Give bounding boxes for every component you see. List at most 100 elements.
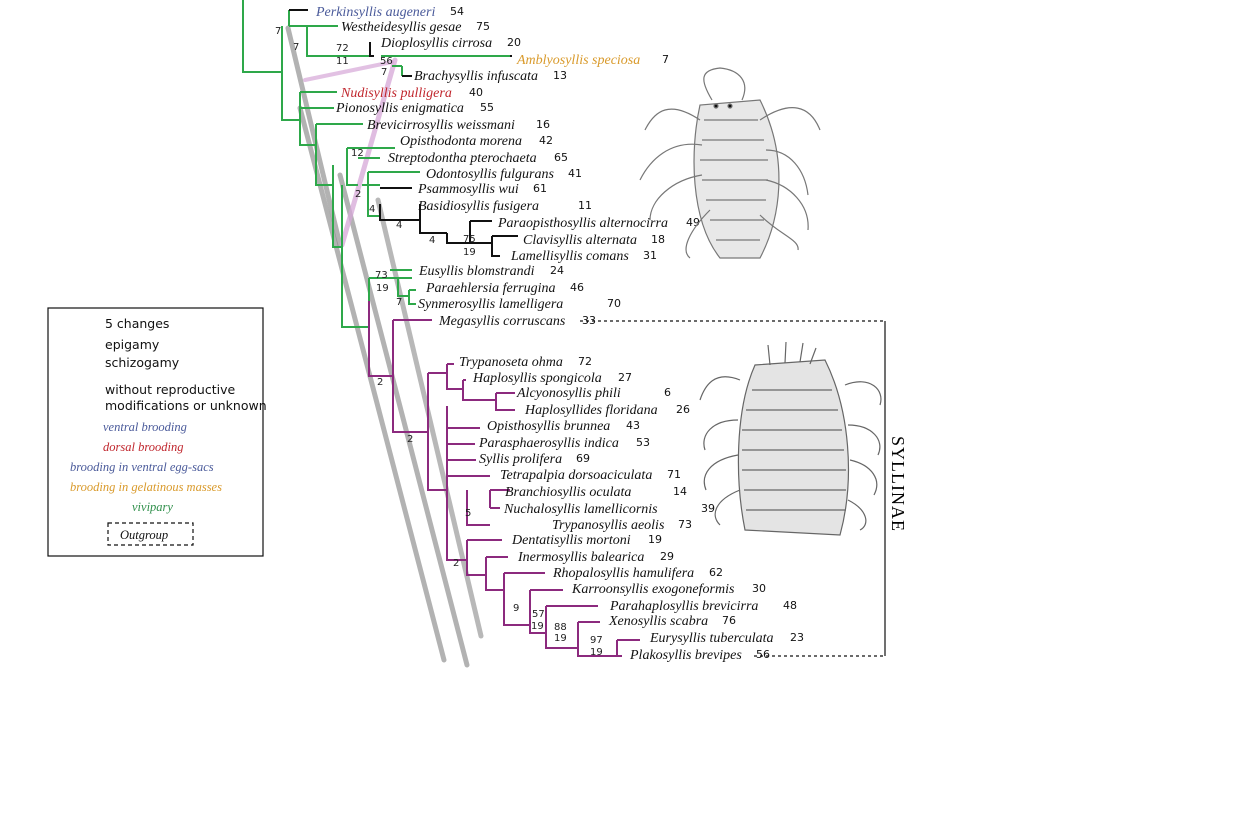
taxon-name: Branchiosyllis oculata <box>505 485 631 500</box>
taxon-name: Tetrapalpia dorsoaciculata <box>500 468 652 483</box>
legend-dorsal-brooding: dorsal brooding <box>103 440 183 454</box>
taxon-number: 27 <box>618 371 632 384</box>
worm-illustration-top <box>639 67 821 259</box>
taxon-number: 42 <box>539 134 553 147</box>
taxon-name: Basidiosyllis fusigera <box>418 199 539 214</box>
taxon-number: 19 <box>648 533 662 546</box>
taxon-number: 39 <box>701 502 715 515</box>
taxon-number: 14 <box>673 485 687 498</box>
legend-vivipary: vivipary <box>132 500 173 514</box>
taxon-number: 29 <box>660 550 674 563</box>
taxon-name: Paraopisthosyllis alternocirra <box>497 216 668 231</box>
support-value: 4 <box>396 220 402 231</box>
taxon-name: Syllis prolifera <box>479 452 562 467</box>
taxon-name: Karroonsyllis exogoneformis <box>571 582 735 597</box>
taxon-number: 62 <box>709 566 723 579</box>
support-value: 7 <box>275 26 281 37</box>
taxon-number: 16 <box>536 118 550 131</box>
support-value: 4 <box>429 235 435 246</box>
support-value: 9 <box>513 603 519 614</box>
taxon-name: Eusyllis blomstrandi <box>418 264 535 279</box>
legend-gelatinous: brooding in gelatinous masses <box>70 480 222 494</box>
taxon-number: 76 <box>722 614 736 627</box>
taxon-number: 40 <box>469 86 483 99</box>
taxon-name: Parahaplosyllis brevicirra <box>609 599 758 614</box>
taxon-name: Synmerosyllis lamelligera <box>418 297 563 312</box>
taxon-name: Trypanoseta ohma <box>459 355 563 370</box>
support-value: 19 <box>531 621 544 632</box>
legend-unknown-2: modifications or unknown <box>105 398 267 413</box>
taxon-number: 71 <box>667 468 681 481</box>
support-value: 97 <box>590 635 603 646</box>
taxon-number: 70 <box>607 297 621 310</box>
taxon-number: 6 <box>664 386 671 399</box>
taxon-name: Alcyonosyllis phili <box>516 386 621 401</box>
taxon-number: 75 <box>476 20 490 33</box>
taxon-number: 54 <box>450 5 464 18</box>
support-value: 2 <box>453 558 459 569</box>
taxon-name: Nuchalosyllis lamellicornis <box>503 502 658 517</box>
support-value: 19 <box>376 283 389 294</box>
taxon-name: Perkinsyllis augeneri <box>315 5 435 20</box>
support-value: 73 <box>375 270 388 281</box>
taxon-name: Psammosyllis wui <box>417 182 519 197</box>
taxon-number: 46 <box>570 281 584 294</box>
support-value: 11 <box>336 56 349 67</box>
taxon-name: Haplosyllides floridana <box>524 403 658 418</box>
taxon-name: Opisthodonta morena <box>400 134 522 149</box>
support-value: 12 <box>351 148 364 159</box>
taxon-name: Trypanosyllis aeolis <box>552 518 665 533</box>
taxon-number: 26 <box>676 403 690 416</box>
taxon-number: 56 <box>756 648 770 661</box>
support-value: 57 <box>532 609 545 620</box>
support-value: 5 <box>465 508 471 519</box>
taxon-name: Dioplosyllis cirrosa <box>380 36 492 51</box>
taxon-number: 7 <box>662 53 669 66</box>
support-value: 7 <box>396 297 402 308</box>
taxon-number: 30 <box>752 582 766 595</box>
taxon-name: Parasphaerosyllis indica <box>478 436 619 451</box>
taxon-number: 73 <box>678 518 692 531</box>
taxon-name: Plakosyllis brevipes <box>629 648 742 663</box>
taxon-number: 69 <box>576 452 590 465</box>
legend-schizogamy: schizogamy <box>105 355 180 370</box>
taxon-name: Dentatisyllis mortoni <box>511 533 631 548</box>
legend-unknown-1: without reproductive <box>105 382 235 397</box>
taxon-name: Pionosyllis enigmatica <box>335 101 464 116</box>
support-value: 19 <box>554 633 567 644</box>
taxon-name: Opisthosyllis brunnea <box>487 419 610 434</box>
taxon-name: Haplosyllis spongicola <box>472 371 602 386</box>
taxon-name: Xenosyllis scabra <box>608 614 708 629</box>
taxon-name: Inermosyllis balearica <box>517 550 644 565</box>
taxon-number: 43 <box>626 419 640 432</box>
taxon-name: Odontosyllis fulgurans <box>426 167 555 182</box>
taxon-name: Megasyllis corruscans <box>438 314 566 329</box>
legend-epigamy: epigamy <box>105 337 160 352</box>
taxon-number: 20 <box>507 36 521 49</box>
legend-outgroup-box <box>107 522 194 546</box>
taxon-number: 24 <box>550 264 564 277</box>
legend-changes: 5 changes <box>105 316 169 331</box>
worm-illustration-bottom <box>699 341 882 536</box>
taxon-number: 48 <box>783 599 797 612</box>
taxon-name: Nudisyllis pulligera <box>340 86 452 101</box>
taxon-number: 53 <box>636 436 650 449</box>
taxon-name: Streptodontha pterochaeta <box>388 151 537 166</box>
change-bands <box>285 25 484 668</box>
support-value: 72 <box>336 43 349 54</box>
syllinae-bracket <box>580 320 885 657</box>
support-value: 2 <box>377 377 383 388</box>
taxon-name: Paraehlersia ferrugina <box>425 281 556 296</box>
support-value: 19 <box>590 647 603 658</box>
epigamy-branches <box>242 0 510 328</box>
support-value: 56 <box>380 56 393 67</box>
taxon-number: 33 <box>582 314 596 327</box>
taxon-number: 65 <box>554 151 568 164</box>
support-value: 7 <box>293 42 299 53</box>
support-value: 19 <box>463 247 476 258</box>
taxon-number: 31 <box>643 249 657 262</box>
taxon-name: Eurysyllis tuberculata <box>649 631 774 646</box>
